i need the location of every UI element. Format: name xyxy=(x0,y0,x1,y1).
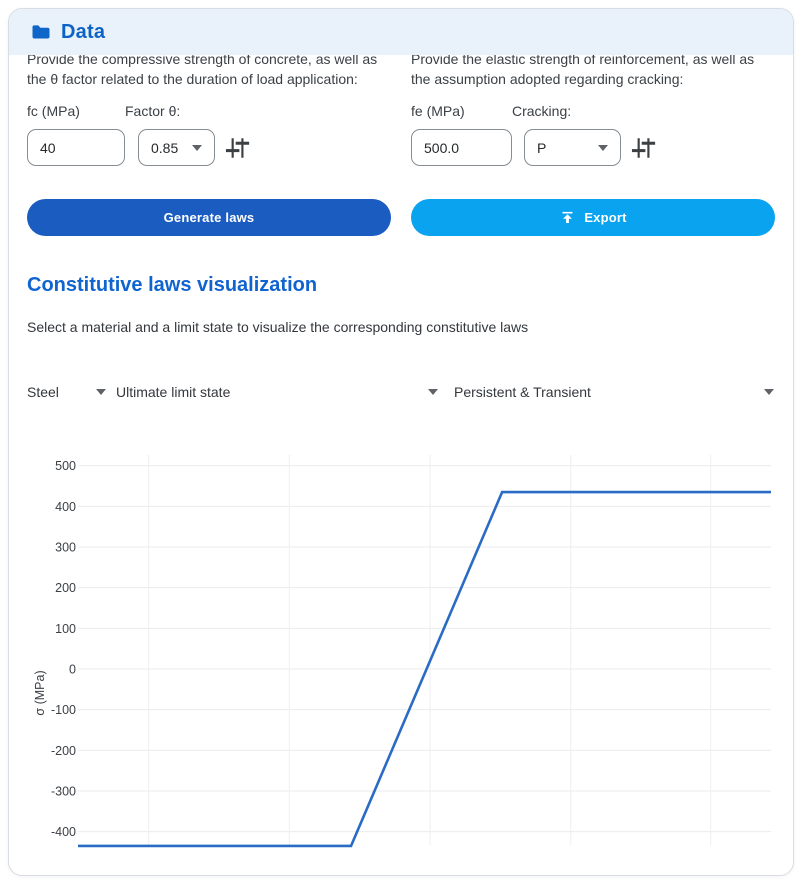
caret-down-icon xyxy=(598,144,608,151)
export-label: Export xyxy=(584,210,627,225)
theta-select[interactable]: 0.85 xyxy=(138,129,215,166)
intro-left-text: Provide the compressive strength of conc… xyxy=(27,51,378,87)
constitutive-law-chart: 500 400 300 200 100 0 -100 -200 -300 -400 σ (MPa) xyxy=(9,443,793,859)
steel-fields: fe (MPa) Cracking: P xyxy=(411,103,775,166)
export-button[interactable]: Export xyxy=(411,199,775,236)
fe-input[interactable] xyxy=(411,129,512,166)
card-header: Data xyxy=(9,9,793,55)
chart-svg: 500 400 300 200 100 0 -100 -200 -300 -400 σ (MPa) xyxy=(33,455,771,848)
svg-text:-200: -200 xyxy=(51,744,76,758)
fc-input[interactable] xyxy=(27,129,125,166)
cracking-select-value: P xyxy=(537,139,547,156)
caret-down-icon xyxy=(428,389,438,395)
caret-down-icon xyxy=(764,389,774,395)
data-card: Data Provide the compressive strength of… xyxy=(8,8,794,876)
design-situation-select[interactable]: Persistent & Transient xyxy=(454,382,774,402)
theta-label: Factor θ: xyxy=(125,103,181,119)
svg-text:-400: -400 xyxy=(51,825,76,839)
material-select-value: Steel xyxy=(27,384,59,400)
limit-state-select[interactable]: Ultimate limit state xyxy=(116,382,438,402)
caret-down-icon xyxy=(192,144,202,151)
fc-label: fc (MPa) xyxy=(27,103,80,119)
svg-text:σ (MPa): σ (MPa) xyxy=(33,670,47,715)
material-select[interactable]: Steel xyxy=(27,382,106,402)
cracking-select[interactable]: P xyxy=(524,129,621,166)
generate-laws-label: Generate laws xyxy=(163,210,255,225)
theta-select-value: 0.85 xyxy=(151,139,179,156)
cracking-settings-button[interactable] xyxy=(630,135,656,161)
svg-text:100: 100 xyxy=(55,622,76,636)
visualization-description: Select a material and a limit state to v… xyxy=(27,319,529,335)
svg-text:500: 500 xyxy=(55,459,76,473)
visualization-selects: Steel Ultimate limit state Persistent & … xyxy=(27,382,775,402)
intro-right-text: Provide the elastic strength of reinforc… xyxy=(411,51,755,87)
limit-state-select-value: Ultimate limit state xyxy=(116,384,231,400)
intro-texts: Provide the compressive strength of conc… xyxy=(27,49,775,89)
folder-icon xyxy=(31,24,51,40)
svg-text:400: 400 xyxy=(55,500,76,514)
svg-text:0: 0 xyxy=(69,663,76,677)
svg-text:300: 300 xyxy=(55,540,76,554)
card-title: Data xyxy=(61,20,106,43)
cracking-label: Cracking: xyxy=(512,103,572,119)
upload-icon xyxy=(559,209,576,226)
design-situation-select-value: Persistent & Transient xyxy=(454,384,591,400)
concrete-fields: fc (MPa) Factor θ: 0.85 xyxy=(27,103,391,166)
theta-settings-button[interactable] xyxy=(224,135,250,161)
fe-label: fe (MPa) xyxy=(411,103,465,119)
caret-down-icon xyxy=(96,389,106,395)
generate-laws-button[interactable]: Generate laws xyxy=(27,199,391,236)
svg-text:-300: -300 xyxy=(51,785,76,799)
svg-text:200: 200 xyxy=(55,581,76,595)
visualization-title: Constitutive laws visualization xyxy=(27,274,318,296)
svg-text:-100: -100 xyxy=(51,703,76,717)
